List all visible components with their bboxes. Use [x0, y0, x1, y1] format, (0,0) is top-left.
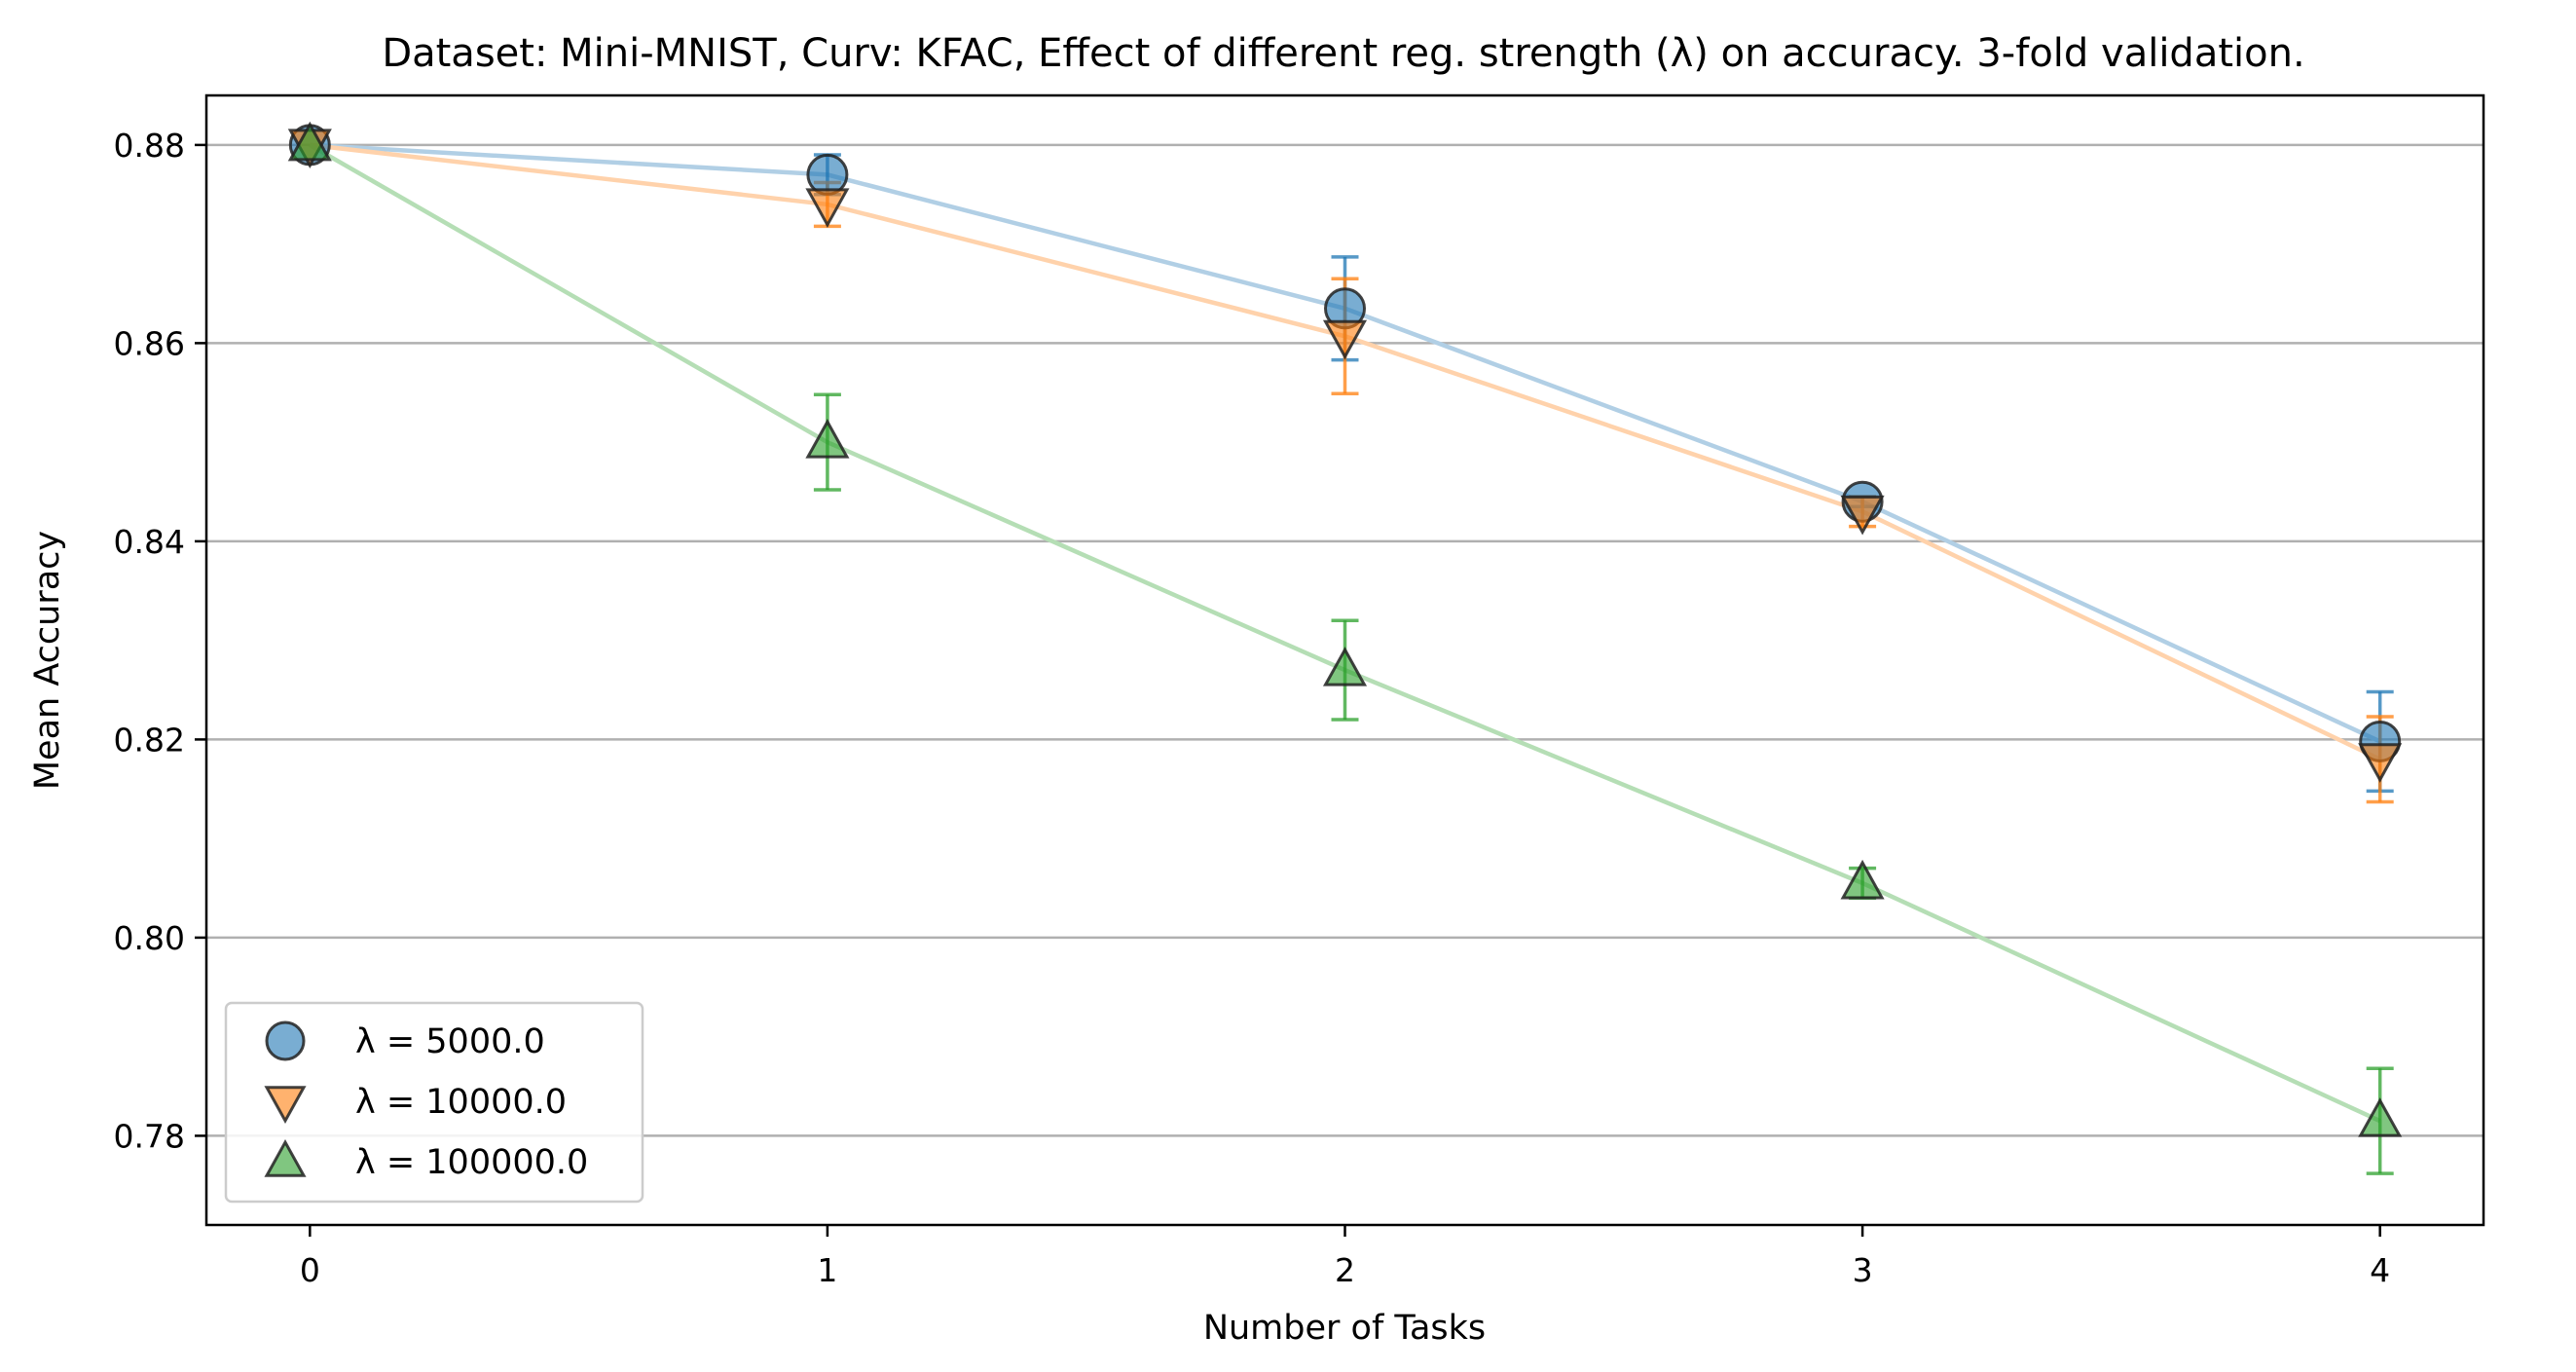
y-tick-label: 0.86 [114, 324, 185, 362]
legend: λ = 5000.0 λ = 10000.0 λ = 100000.0 [224, 1001, 644, 1204]
y-tick-label: 0.78 [114, 1117, 185, 1155]
x-axis-label: Number of Tasks [1203, 1309, 1486, 1348]
y-tick-label: 0.84 [114, 523, 185, 561]
y-tick-label: 0.82 [114, 721, 185, 759]
data-point [805, 419, 850, 459]
legend-label: λ = 100000.0 [355, 1143, 588, 1182]
x-tick-label: 3 [1853, 1251, 1873, 1289]
y-tick-label: 0.88 [114, 127, 185, 165]
chart-title: Dataset: Mini-MNIST, Curv: KFAC, Effect … [382, 31, 2304, 76]
y-axis-ticks: 0.78 0.80 0.82 0.84 0.86 0.88 [114, 127, 206, 1155]
data-point [806, 153, 849, 196]
data-point [287, 121, 332, 162]
legend-box [224, 1001, 644, 1204]
x-tick-label: 2 [1335, 1251, 1355, 1289]
x-axis-ticks: 0 1 2 3 4 [300, 1225, 2390, 1289]
legend-label: λ = 10000.0 [355, 1083, 567, 1122]
legend-marker [264, 1086, 307, 1125]
legend-label: λ = 5000.0 [355, 1022, 545, 1061]
x-tick-label: 4 [2370, 1251, 2390, 1289]
markers [287, 121, 2403, 1137]
legend-marker [264, 1138, 307, 1177]
legend-marker [265, 1020, 306, 1061]
data-point [2358, 743, 2403, 783]
data-point [1840, 859, 1885, 900]
x-tick-label: 1 [817, 1251, 837, 1289]
data-point [2358, 1097, 2403, 1137]
data-point [1322, 647, 1368, 686]
data-point [1322, 319, 1368, 360]
x-tick-label: 0 [300, 1251, 320, 1289]
y-axis-label: Mean Accuracy [28, 531, 67, 790]
data-point [1840, 495, 1885, 536]
data-point [805, 188, 850, 229]
y-tick-label: 0.80 [114, 919, 185, 957]
